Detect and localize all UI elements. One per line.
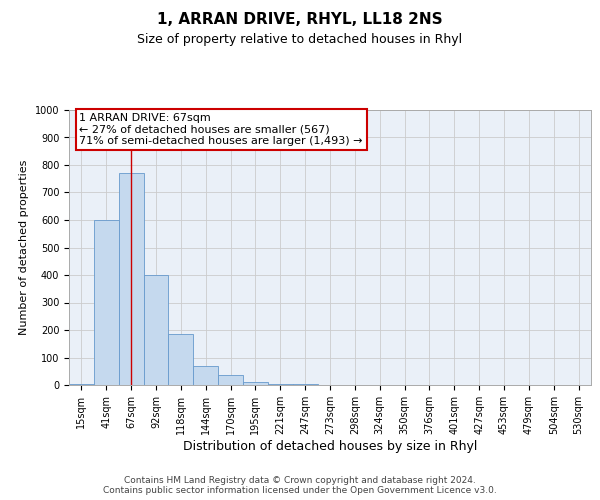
Text: Contains HM Land Registry data © Crown copyright and database right 2024.
Contai: Contains HM Land Registry data © Crown c… [103, 476, 497, 495]
Y-axis label: Number of detached properties: Number of detached properties [19, 160, 29, 335]
Bar [268, 384, 293, 385]
Bar [243, 382, 268, 385]
X-axis label: Distribution of detached houses by size in Rhyl: Distribution of detached houses by size … [183, 440, 477, 452]
Text: Size of property relative to detached houses in Rhyl: Size of property relative to detached ho… [137, 32, 463, 46]
Text: 1, ARRAN DRIVE, RHYL, LL18 2NS: 1, ARRAN DRIVE, RHYL, LL18 2NS [157, 12, 443, 28]
Bar [169, 334, 193, 385]
Bar [69, 384, 94, 385]
Bar [143, 275, 169, 385]
Bar [119, 174, 143, 385]
Bar [218, 376, 243, 385]
Text: 1 ARRAN DRIVE: 67sqm
← 27% of detached houses are smaller (567)
71% of semi-deta: 1 ARRAN DRIVE: 67sqm ← 27% of detached h… [79, 113, 363, 146]
Bar [293, 384, 317, 385]
Bar [193, 366, 218, 385]
Bar [94, 220, 119, 385]
